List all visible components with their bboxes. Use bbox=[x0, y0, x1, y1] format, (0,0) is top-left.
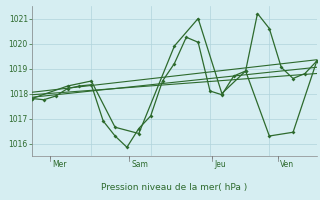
Text: Ven: Ven bbox=[280, 160, 294, 169]
Text: Sam: Sam bbox=[132, 160, 148, 169]
Text: Pression niveau de la mer( hPa ): Pression niveau de la mer( hPa ) bbox=[101, 183, 248, 192]
Text: Mer: Mer bbox=[52, 160, 67, 169]
Text: Jeu: Jeu bbox=[215, 160, 227, 169]
